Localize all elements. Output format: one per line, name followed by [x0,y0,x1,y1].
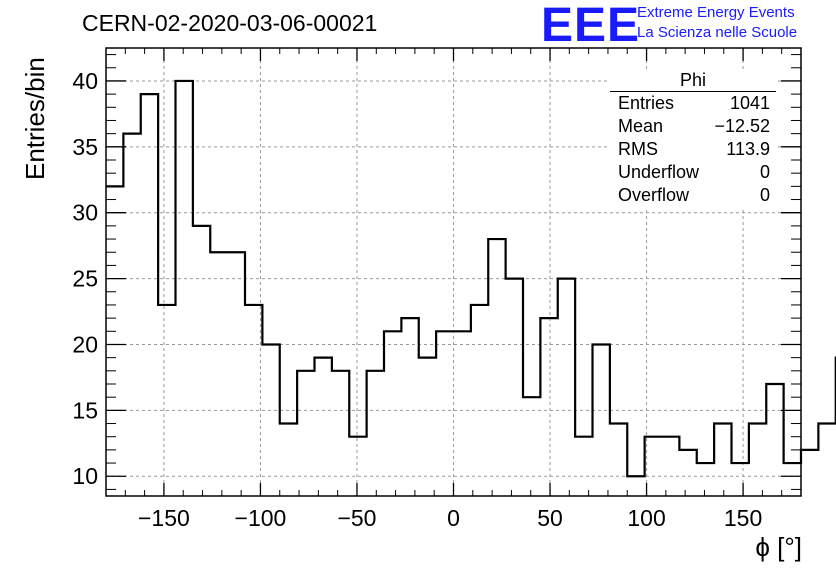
stats-label: RMS [618,139,658,159]
axis-ticks [105,48,802,496]
eee-logo: EEE [541,0,641,52]
x-tick-label: −50 [337,505,376,531]
stats-row-overflow: Overflow 0 [610,184,776,207]
stats-row-entries: Entries 1041 [610,92,776,115]
plot-title: CERN-02-2020-03-06-00021 [82,10,378,36]
y-tick-label: 25 [72,266,98,292]
y-tick-label: 20 [72,331,98,357]
stats-row-underflow: Underflow 0 [610,161,776,184]
x-tick-label: −100 [235,505,287,531]
y-tick-label: 15 [72,397,98,423]
stats-value: 0 [759,185,770,205]
stats-value: 0 [759,162,770,182]
logo-tagline-1: Extreme Energy Events [637,4,795,21]
y-tick-label: 40 [72,68,98,94]
stats-name: Phi [610,70,776,92]
x-tick-label: 150 [724,505,762,531]
y-tick-label: 35 [72,134,98,160]
stats-label: Underflow [618,162,700,182]
stats-label: Overflow [618,185,690,205]
y-tick-label: 30 [72,200,98,226]
y-tick-label: 10 [72,463,98,489]
y-tick-labels: 10 15 20 25 30 35 40 [72,68,98,489]
x-tick-label: 100 [627,505,665,531]
stats-value: 1041 [729,93,770,113]
stats-row-rms: RMS 113.9 [610,138,776,161]
stats-label: Entries [618,93,675,113]
x-tick-label: 50 [537,505,563,531]
x-tick-label: −150 [138,505,190,531]
x-axis-label: ϕ [°] [755,532,802,562]
stats-label: Mean [618,116,664,136]
stats-value: −12.52 [714,116,770,136]
logo-tagline-2: La Scienza nelle Scuole [637,24,798,41]
x-tick-label: 0 [447,505,460,531]
stats-value: 113.9 [726,139,770,159]
stats-row-mean: Mean −12.52 [610,115,776,138]
x-tick-labels: −150 −100 −50 0 50 100 150 [138,505,762,531]
stats-box: Phi Entries 1041 Mean −12.52 RMS 113.9 U… [610,70,776,207]
y-axis-label: Entries/bin [20,57,50,180]
